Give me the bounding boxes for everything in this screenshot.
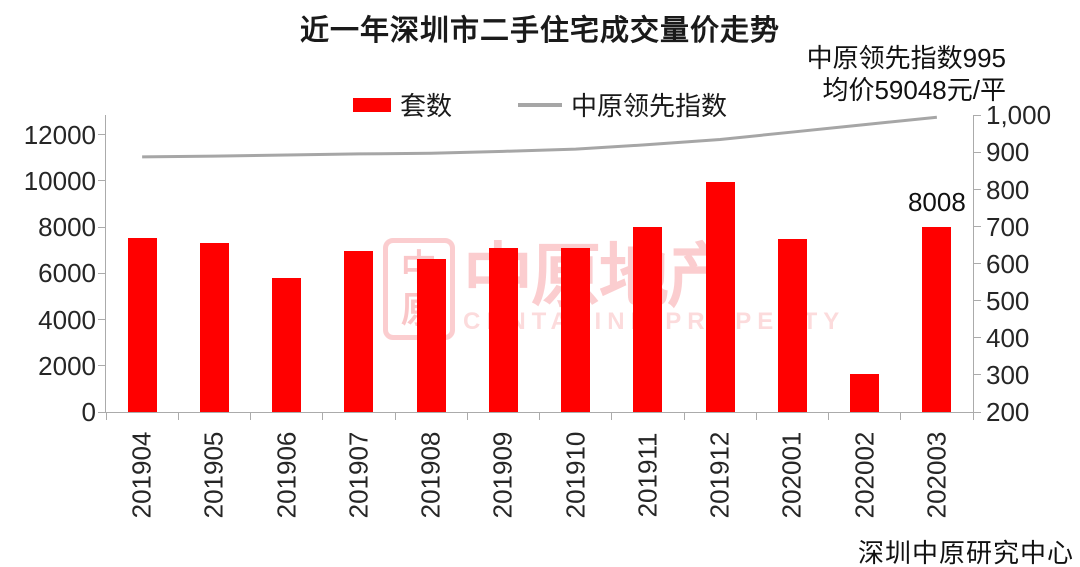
x-axis-label: 201908 [415, 431, 446, 519]
left-axis-tick [98, 365, 106, 367]
right-axis-tick [973, 114, 981, 116]
x-axis-label: 201907 [343, 431, 374, 519]
x-axis-label: 201906 [271, 431, 302, 519]
bar-201904 [127, 237, 157, 412]
right-axis-tick-label: 200 [986, 397, 1030, 427]
bar-series-swatch [352, 97, 391, 112]
source-credit: 深圳中原研究中心 [857, 538, 1074, 567]
right-axis-tick [973, 337, 981, 339]
legend-item-bars: 套数 [352, 86, 452, 123]
right-axis-tick-label: 400 [986, 322, 1030, 353]
x-axis-label: 201910 [560, 431, 591, 519]
x-axis-tick [611, 412, 613, 420]
x-axis-tick [683, 412, 685, 420]
x-axis-label: 202001 [776, 431, 807, 519]
bar-201907 [344, 250, 374, 412]
bar-201908 [416, 258, 446, 412]
bar-201911 [633, 227, 663, 412]
left-axis-tick-label: 2000 [38, 350, 96, 381]
annotation-index: 中原领先指数995 [806, 43, 1006, 73]
x-axis-tick [250, 412, 251, 420]
x-axis-tick [466, 412, 468, 420]
left-axis-tick [98, 319, 106, 321]
left-axis-tick-label: 12000 [23, 119, 96, 150]
right-axis-tick [973, 226, 981, 228]
left-axis-tick [98, 411, 106, 413]
x-axis-tick [539, 412, 540, 420]
left-axis-tick [98, 272, 106, 274]
right-axis-tick [973, 151, 981, 153]
right-axis-tick [973, 263, 981, 265]
bar-201906 [272, 278, 302, 412]
left-axis-tick-label: 10000 [23, 165, 96, 196]
x-axis-label: 202003 [921, 431, 952, 519]
legend-label-bars: 套数 [399, 91, 452, 121]
x-axis-tick [972, 412, 974, 420]
legend-item-line: 中原领先指数 [518, 86, 727, 123]
bar-201912 [705, 182, 735, 412]
left-axis-tick-label: 8000 [38, 212, 96, 243]
x-axis-tick [755, 412, 757, 420]
chart-title: 近一年深圳市二手住宅成交量价走势 [299, 15, 780, 47]
x-axis-tick [105, 412, 107, 420]
bar-value-label: 8008 [907, 187, 966, 217]
bar-202003 [922, 227, 952, 412]
right-axis-tick-label: 900 [986, 137, 1030, 168]
annotation-avg-price: 均价59048元/平 [822, 75, 1006, 105]
right-axis-tick [973, 411, 981, 413]
x-axis-tick [394, 412, 396, 420]
legend-label-line: 中原领先指数 [571, 91, 728, 121]
x-axis-tick [177, 412, 179, 420]
right-axis-tick-label: 800 [986, 174, 1030, 205]
x-axis-label: 201911 [632, 432, 663, 518]
left-axis-tick-label: 0 [81, 397, 96, 427]
x-axis-tick [828, 412, 829, 420]
bar-201905 [199, 242, 229, 412]
right-axis-tick-label: 600 [986, 248, 1030, 279]
x-axis-tick [322, 412, 324, 420]
legend: 套数 中原领先指数 [0, 86, 1080, 123]
bar-202001 [777, 239, 807, 412]
index-line-series [142, 115, 938, 159]
left-axis-tick [98, 180, 106, 182]
bar-202002 [850, 373, 880, 412]
right-axis-tick-label: 300 [986, 359, 1030, 390]
left-axis-tick-label: 6000 [38, 258, 96, 289]
bar-201910 [561, 247, 591, 412]
left-axis-tick-label: 4000 [38, 304, 96, 335]
x-axis-label: 201904 [126, 431, 157, 519]
line-series-swatch [518, 102, 562, 107]
annotation-block: 中原领先指数995 均价59048元/平 [807, 42, 1006, 106]
right-axis-tick-label: 500 [986, 285, 1030, 316]
right-axis-tick [973, 189, 981, 191]
left-axis-tick [98, 226, 106, 228]
bar-201909 [488, 248, 518, 412]
x-axis-tick [900, 412, 902, 420]
x-axis-label: 201912 [704, 431, 735, 519]
x-axis-label: 201905 [198, 431, 229, 519]
right-axis-tick-label: 700 [986, 211, 1030, 242]
right-axis-tick [973, 300, 981, 302]
plot-area: 0 2000 4000 6000 8000 10000 12000 200 300 400 500 6… [24, 102, 1051, 518]
right-axis-tick-label: 1,000 [986, 100, 1052, 131]
right-axis-tick [973, 374, 981, 376]
index-line-path [142, 115, 938, 159]
x-axis-label: 201909 [487, 431, 518, 519]
x-axis-label: 202002 [849, 431, 880, 519]
left-axis-tick [98, 134, 106, 136]
